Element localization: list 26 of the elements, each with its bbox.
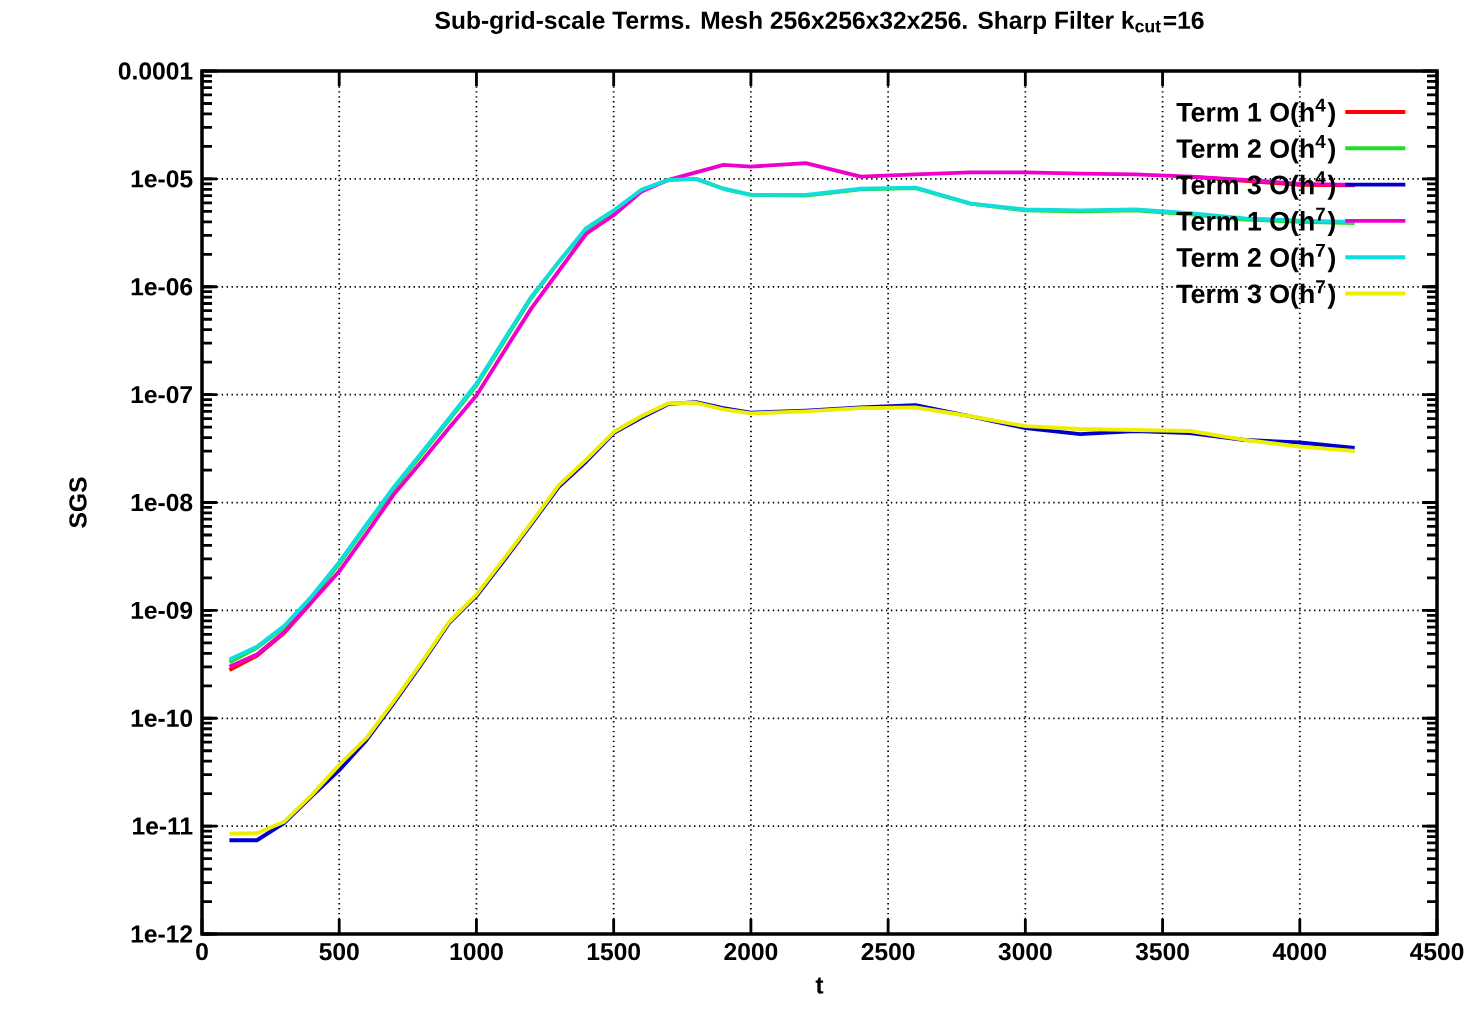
x-tick-label: 3500 — [1135, 942, 1189, 961]
x-tick-label: 0 — [196, 942, 208, 961]
x-tick-label: 4500 — [1410, 942, 1464, 961]
y-tick-label: 1e-11 — [133, 817, 193, 835]
x-tick-label: 3000 — [998, 942, 1052, 961]
legend-label: Term 3 O(h$^{7}$) — [1176, 280, 1335, 309]
x-tick-label: 1000 — [450, 942, 503, 961]
legend-label: Term 2 O(h$^{4}$) — [1176, 135, 1335, 164]
y-tick-label: 1e-09 — [131, 601, 193, 620]
y-tick-label: 1e-12 — [131, 925, 193, 943]
x-axis-title: t — [815, 977, 824, 994]
y-tick-label: 1e-10 — [131, 709, 193, 727]
y-tick-label: 1e-07 — [131, 385, 192, 404]
y-tick-label: 1e-08 — [131, 493, 193, 512]
y-axis-title: SGS — [69, 477, 87, 528]
y-tick-label: 0.0001 — [118, 62, 193, 80]
x-tick-label: 4000 — [1272, 942, 1327, 961]
chart-title: Sub-grid-scale Terms. Mesh 256x256x32x256. Sharp Filter k$_{cut}$=16 — [435, 10, 1204, 35]
y-tick-label: 1e-05 — [131, 170, 193, 188]
legend-label: Term 1 O(h$^{4}$) — [1176, 98, 1335, 128]
legend-label: Term 2 O(h$^{7}$) — [1176, 244, 1335, 273]
x-tick-label: 500 — [319, 942, 359, 961]
x-tick-label: 2500 — [861, 942, 915, 961]
x-tick-label: 2000 — [724, 942, 778, 961]
x-tick-label: 1500 — [587, 942, 641, 961]
y-tick-label: 1e-06 — [131, 278, 193, 296]
